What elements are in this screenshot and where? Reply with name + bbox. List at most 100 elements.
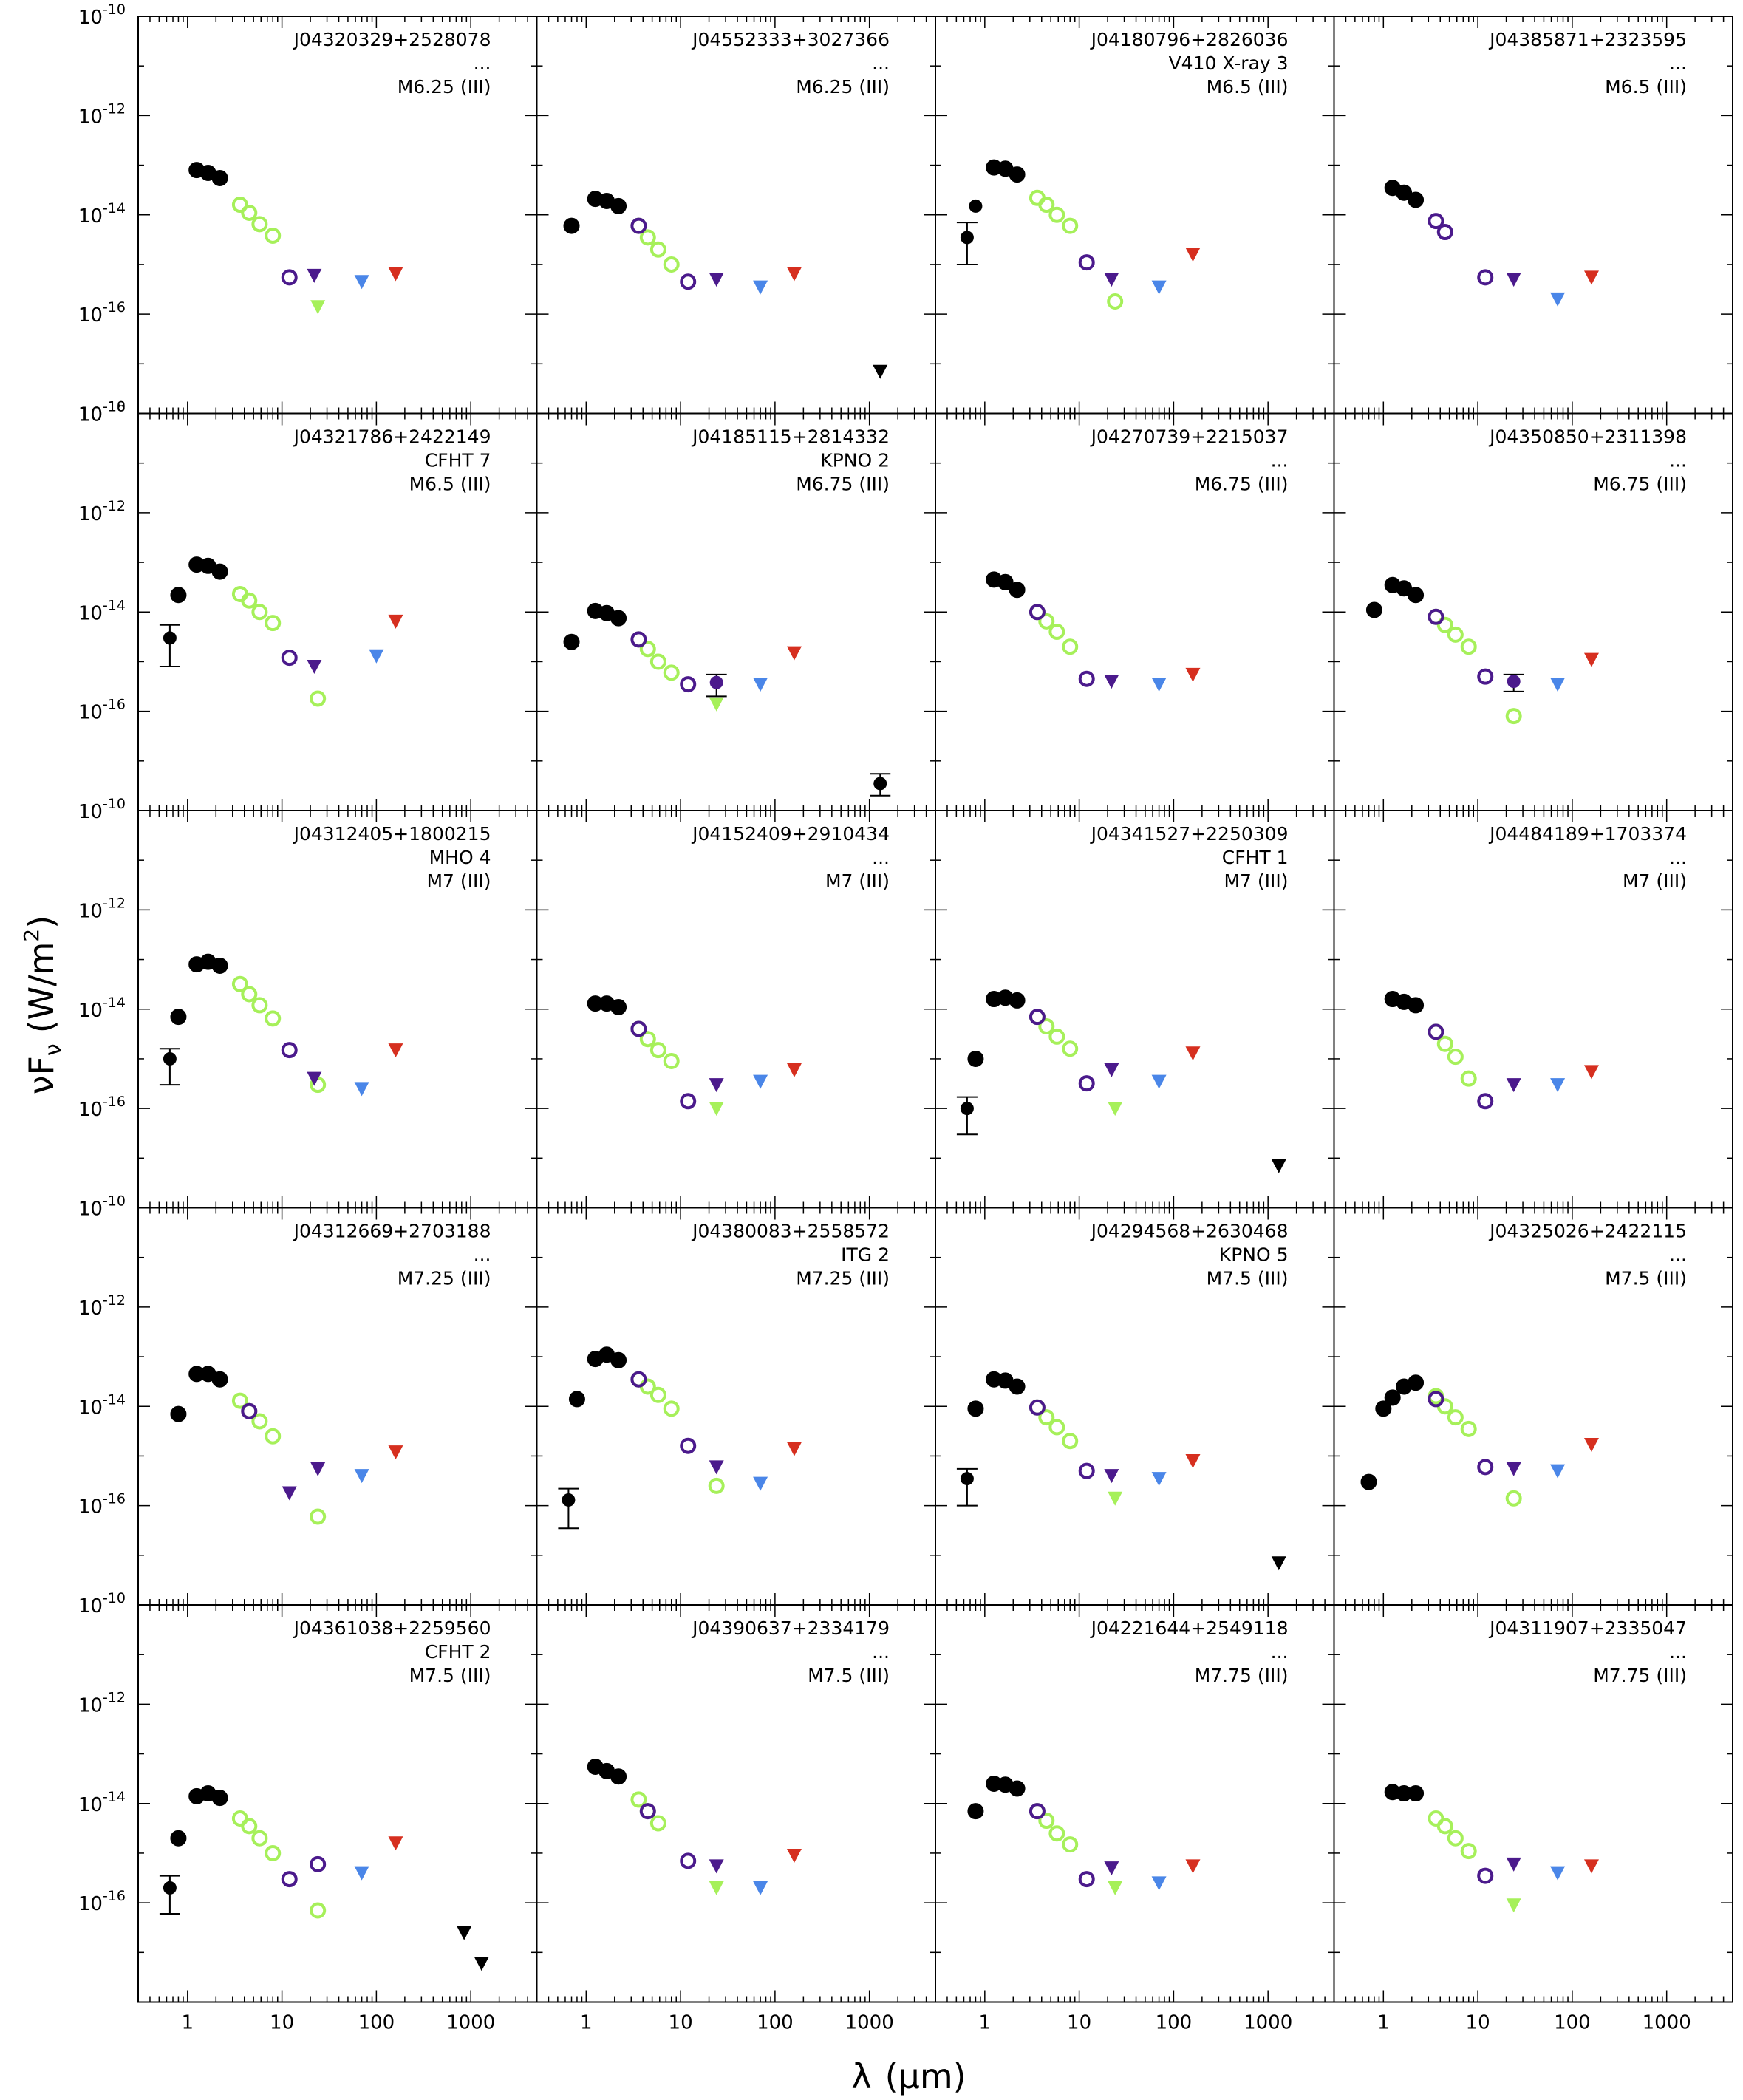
optical-point (562, 1493, 576, 1507)
spectral-type: M7.5 (III) (409, 1665, 491, 1686)
nir-photometry-point (170, 1830, 187, 1847)
spectral-type: M7 (III) (1224, 870, 1288, 892)
pacs-upper-limit (753, 1476, 768, 1491)
optical-point (163, 1051, 177, 1066)
alt-name: ITG 2 (841, 1244, 890, 1266)
y-tick-label: 10-16 (78, 697, 126, 724)
nir-photometry-point (1384, 1389, 1401, 1406)
irac-point (663, 256, 680, 273)
wise-upper-limit (310, 300, 326, 315)
panel-J04325026+2422115: J04325026+2422115... M7.5 (III) (1333, 1207, 1733, 1606)
spectral-type: M7.25 (III) (796, 1268, 890, 1289)
panel-J04312669+2703188: J04312669+2703188... M7.25 (III) (137, 1207, 538, 1606)
x-axis-ticks: 1 10 100 1000 1 10 100 1000 1 10 100 1000 1 10 100 1000 (182, 2012, 1691, 2034)
irac-point (1048, 1825, 1065, 1842)
alt-name: CFHT 7 (425, 450, 491, 471)
panel-J04270739+2215037: J04270739+2215037... M6.75 (III) (935, 412, 1335, 811)
alt-name: ... (1669, 1641, 1687, 1663)
wise-point (1029, 1399, 1046, 1416)
source-name: J04380083+2558572 (691, 1221, 890, 1242)
mips-upper-limit (310, 1462, 326, 1476)
x-tick-label: 10 (1466, 2012, 1490, 2034)
spectral-type: M6.5 (III) (1207, 76, 1289, 98)
wise-point (1029, 1009, 1046, 1026)
irac-point (1460, 638, 1477, 655)
nir-photometry-point (1009, 1378, 1026, 1395)
panel-J04385871+2323595: J04385871+2323595... M6.5 (III) (1333, 16, 1733, 415)
source-name: J04321786+2422149 (293, 426, 491, 448)
spire-upper-limit (388, 1445, 403, 1460)
pacs-upper-limit (354, 1866, 369, 1881)
pacs-upper-limit (1151, 678, 1167, 692)
nir-photometry-point (563, 633, 580, 650)
irac-point (1062, 1836, 1079, 1853)
irac-point (639, 641, 656, 658)
spire-upper-limit (1583, 270, 1599, 285)
source-name: J04385871+2323595 (1488, 29, 1687, 50)
pacs-upper-limit (753, 280, 768, 295)
nir-photometry-point (610, 1768, 627, 1785)
source-name: J04390637+2334179 (691, 1617, 890, 1639)
optical-point (163, 631, 177, 645)
x-tick-label: 100 (358, 2012, 395, 2034)
irac-point (265, 1844, 282, 1861)
panel-J04152409+2910434: J04152409+2910434... M7 (III) (536, 810, 936, 1209)
wise-point (1029, 1803, 1046, 1820)
source-name: J04311907+2335047 (1488, 1617, 1687, 1639)
source-name: J04484189+1703374 (1488, 823, 1687, 845)
irac-point (265, 615, 282, 632)
spectral-type: M7 (III) (825, 870, 890, 892)
nir-photometry-point (610, 610, 627, 627)
wise-point (680, 1093, 697, 1110)
alt-name: ... (474, 1244, 491, 1266)
spectral-type: M6.75 (III) (796, 474, 890, 495)
y-tick-label: 10-10 (78, 1, 126, 29)
irac-point (1038, 1409, 1055, 1426)
y-tick-label: 10-10 (78, 1193, 126, 1221)
irac-point (265, 1010, 282, 1027)
spectral-type: M6.75 (III) (1593, 474, 1687, 495)
wise-point (1477, 1459, 1494, 1476)
nir-photometry-point (170, 1009, 187, 1026)
mips-upper-limit (1104, 675, 1119, 689)
irac-point (708, 1477, 725, 1494)
source-name: J04294568+2630468 (1090, 1221, 1289, 1242)
spire-upper-limit (1583, 652, 1599, 667)
x-tick-label: 1 (580, 2012, 593, 2034)
irac-point (265, 1428, 282, 1445)
x-tick-label: 10 (270, 2012, 294, 2034)
y-axis-label: νFν(W/m2) (19, 916, 66, 1094)
spectral-type: M7.5 (III) (808, 1665, 890, 1686)
irac-point (231, 975, 248, 992)
x-tick-label: 1000 (845, 2012, 894, 2034)
spire-upper-limit (1185, 1859, 1201, 1874)
wise-upper-limit (1108, 1491, 1123, 1506)
irac-point (1038, 1018, 1055, 1035)
irac-point (663, 1400, 680, 1417)
mips-upper-limit (1506, 1462, 1521, 1476)
spire-upper-limit (1185, 667, 1201, 682)
wise-point (639, 1803, 656, 1820)
spire-upper-limit (388, 1836, 403, 1851)
wise-point (1428, 1023, 1444, 1040)
y-tick-label: 10-16 (78, 1491, 126, 1518)
source-name: J04325026+2422115 (1488, 1221, 1687, 1242)
pacs-upper-limit (753, 1074, 768, 1089)
spire-upper-limit (388, 614, 403, 629)
wise-point (1029, 604, 1046, 621)
nir-photometry-point (1360, 1473, 1377, 1490)
y-tick-label: 10-14 (78, 200, 126, 228)
irac-point (1436, 1818, 1453, 1835)
alt-name: MHO 4 (429, 847, 491, 868)
spectral-type: M6.5 (III) (1605, 76, 1687, 98)
spire-upper-limit (786, 646, 802, 661)
optical-point (709, 675, 723, 689)
nir-photometry-point (1375, 1400, 1392, 1417)
spectral-type: M6.25 (III) (398, 76, 491, 98)
source-name: J04350850+2311398 (1488, 426, 1687, 448)
alt-name: CFHT 1 (1222, 847, 1289, 868)
